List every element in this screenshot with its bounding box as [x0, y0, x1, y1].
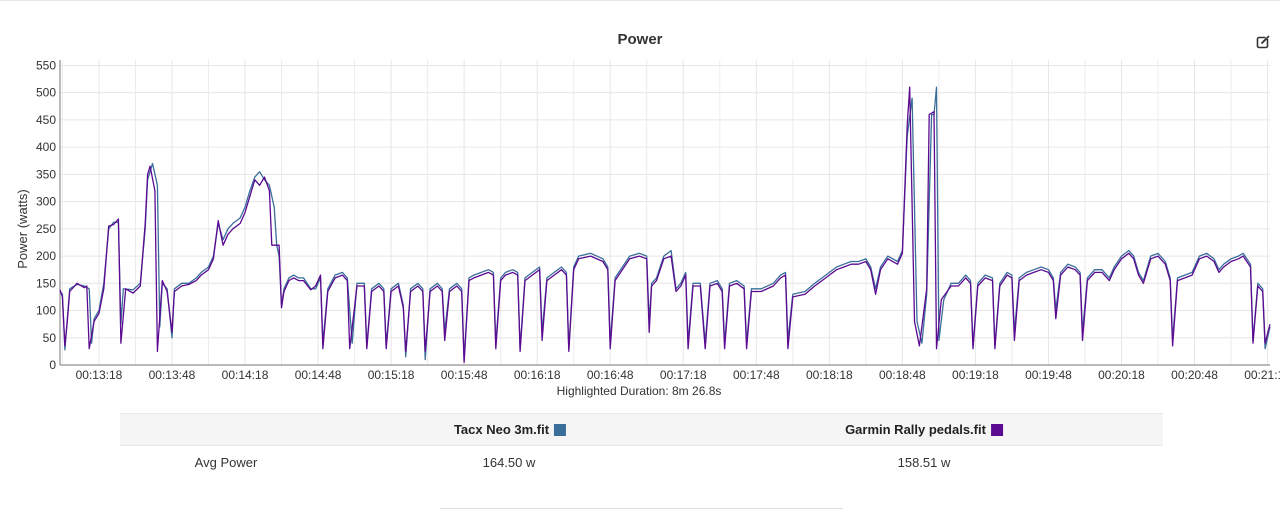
avg-power-tacx: 164.50 w: [482, 455, 536, 470]
series-layer: [59, 86, 1271, 363]
x-axis-label: Highlighted Duration: 8m 26.8s: [557, 384, 722, 398]
x-tick-label: 00:18:18: [806, 368, 853, 382]
y-tick-label: 200: [36, 249, 56, 263]
y-tick-label: 400: [36, 140, 56, 154]
edit-icon[interactable]: [1256, 35, 1270, 49]
tacx-color-swatch: [554, 423, 567, 436]
y-tick-label: 450: [36, 113, 56, 127]
row-label: Avg Power: [194, 455, 258, 470]
x-tick-label: 00:21:18: [1244, 368, 1280, 382]
stats-table: Tacx Neo 3m.fit Garmin Rally pedals.fit …: [120, 413, 1163, 478]
x-tick-label: 00:18:48: [879, 368, 926, 382]
chart-title: Power: [617, 31, 663, 48]
x-tick-label: 00:15:18: [368, 368, 415, 382]
file-name-tacx: Tacx Neo 3m.fit: [453, 422, 550, 437]
x-tick-label: 00:16:48: [587, 368, 634, 382]
chart-axes: 0 50 100 150 200 250 300 350 400 450 500 550 00:13:1…: [36, 58, 1280, 382]
y-tick-label: 100: [36, 304, 56, 318]
y-tick-label: 150: [36, 276, 56, 290]
x-tick-label: 00:14:48: [295, 368, 342, 382]
stats-row-avg-power: Avg Power 164.50 w 158.51 w: [120, 446, 1163, 478]
x-tick-label: 00:13:48: [149, 368, 196, 382]
x-tick-label: 00:14:18: [222, 368, 269, 382]
y-tick-label: 0: [49, 358, 56, 372]
x-tick-label: 00:16:18: [514, 368, 561, 382]
x-tick-label: 00:15:48: [441, 368, 488, 382]
x-tick-label: 00:17:48: [733, 368, 780, 382]
x-tick-label: 00:20:48: [1171, 368, 1218, 382]
chart-grid: [60, 60, 1270, 366]
y-tick-label: 300: [36, 195, 56, 209]
file-header-garmin: Garmin Rally pedals.fit: [845, 422, 1003, 437]
x-tick-label: 00:19:18: [952, 368, 999, 382]
power-chart: 0 50 100 150 200 250 300 350 400 450 500 550 00:13:1…: [15, 58, 1280, 398]
top-divider: [0, 0, 1280, 1]
y-axis-label: Power (watts): [15, 189, 30, 268]
avg-power-garmin: 158.51 w: [897, 455, 951, 470]
file-header-tacx: Tacx Neo 3m.fit: [453, 422, 567, 437]
x-tick-label: 00:17:18: [660, 368, 707, 382]
y-tick-label: 350: [36, 167, 56, 181]
y-tick-label: 50: [43, 331, 57, 345]
y-tick-label: 250: [36, 222, 56, 236]
x-tick-label: 00:19:48: [1025, 368, 1072, 382]
bottom-divider: [440, 508, 843, 509]
y-tick-label: 550: [36, 58, 56, 72]
series-line-garmin: [59, 86, 1271, 363]
file-name-garmin: Garmin Rally pedals.fit: [845, 422, 986, 437]
stats-header: Tacx Neo 3m.fit Garmin Rally pedals.fit: [120, 413, 1163, 446]
x-tick-label: 00:13:18: [76, 368, 123, 382]
x-tick-label: 00:20:18: [1098, 368, 1145, 382]
garmin-color-swatch: [990, 423, 1003, 436]
series-line-tacx: [59, 86, 1271, 361]
y-tick-label: 500: [36, 86, 56, 100]
